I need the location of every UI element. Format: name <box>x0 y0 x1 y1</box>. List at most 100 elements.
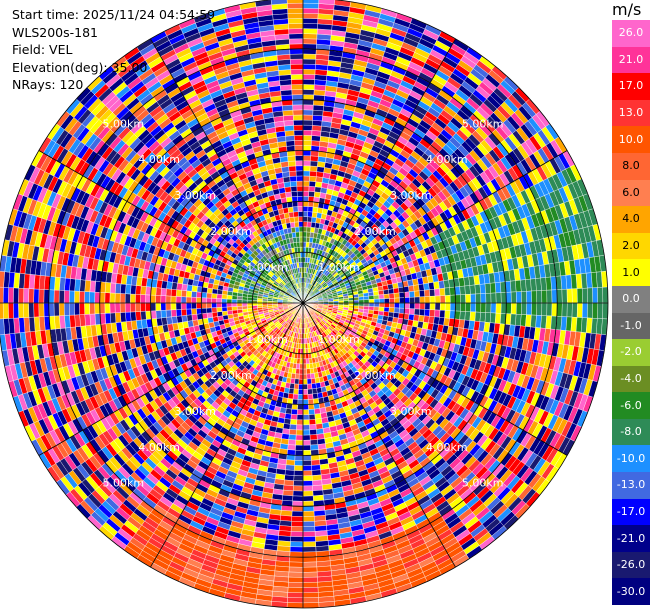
velocity-gate <box>480 302 487 313</box>
velocity-gate <box>302 455 312 461</box>
velocity-gate <box>353 299 360 304</box>
velocity-gate <box>302 145 312 151</box>
velocity-gate <box>510 291 517 304</box>
velocity-gate <box>302 536 316 543</box>
velocity-gate <box>484 283 491 294</box>
velocity-gate <box>296 414 304 421</box>
velocity-gate <box>289 546 304 553</box>
velocity-gate <box>302 546 317 553</box>
velocity-gate <box>308 196 315 203</box>
velocity-gate <box>284 469 295 476</box>
velocity-gate <box>302 561 317 568</box>
velocity-gate <box>302 429 311 436</box>
velocity-gate <box>409 308 415 315</box>
velocity-gate <box>413 314 420 322</box>
velocity-gate <box>388 293 395 299</box>
velocity-gate <box>302 2 319 9</box>
velocity-gate <box>302 13 319 19</box>
velocity-gate <box>384 298 390 304</box>
velocity-gate <box>305 353 309 359</box>
velocity-gate <box>294 455 304 461</box>
velocity-gate <box>429 302 436 311</box>
velocity-gate <box>282 494 294 502</box>
velocity-gate <box>290 526 304 532</box>
velocity-gate <box>602 286 609 304</box>
velocity-gate <box>338 298 344 302</box>
velocity-gate <box>310 378 316 385</box>
velocity-gate <box>299 368 304 375</box>
velocity-gate <box>388 307 395 313</box>
velocity-gate <box>541 302 548 316</box>
velocity-gate <box>302 196 309 202</box>
velocity-gate <box>592 287 598 304</box>
velocity-gate <box>309 368 315 374</box>
velocity-gate <box>439 310 446 319</box>
velocity-gate <box>597 287 604 304</box>
velocity-gate <box>546 289 553 304</box>
velocity-gate <box>311 125 322 132</box>
velocity-gate <box>302 404 309 410</box>
velocity-gate <box>283 484 294 491</box>
velocity-gate <box>285 464 295 471</box>
velocity-gate <box>302 165 311 172</box>
velocity-gate <box>363 295 370 300</box>
velocity-gate <box>469 311 476 322</box>
velocity-gate <box>368 295 375 300</box>
velocity-gate <box>308 414 316 420</box>
velocity-gate <box>388 288 395 295</box>
velocity-gate <box>419 302 426 310</box>
velocity-gate <box>293 475 304 482</box>
velocity-gate <box>302 185 310 192</box>
velocity-gate <box>308 419 316 425</box>
velocity-gate <box>289 551 304 558</box>
velocity-gate <box>484 312 491 323</box>
velocity-gate <box>297 404 304 410</box>
velocity-gate <box>424 289 431 297</box>
velocity-gate <box>444 302 451 311</box>
velocity-gate <box>302 566 318 573</box>
velocity-gate <box>292 490 304 497</box>
velocity-gate <box>312 494 324 502</box>
velocity-gate <box>292 398 299 405</box>
velocity-gate <box>566 302 573 318</box>
velocity-gate <box>299 358 304 365</box>
velocity-gate <box>389 302 395 308</box>
velocity-gate <box>368 299 375 304</box>
velocity-gate <box>307 388 313 395</box>
velocity-gate <box>307 398 314 405</box>
velocity-gate <box>302 424 310 431</box>
velocity-gate <box>516 302 522 315</box>
velocity-gate <box>475 302 482 313</box>
velocity-gate <box>302 231 307 238</box>
velocity-gate <box>311 135 321 142</box>
velocity-gate <box>289 429 297 436</box>
velocity-gate <box>399 302 405 309</box>
velocity-gate <box>302 124 313 131</box>
velocity-gate <box>398 292 405 299</box>
velocity-gate <box>302 394 309 400</box>
velocity-gate <box>531 302 537 316</box>
velocity-gate <box>429 295 436 304</box>
velocity-gate <box>302 170 311 177</box>
velocity-gate <box>302 94 315 101</box>
velocity-gate <box>403 308 410 315</box>
velocity-gate <box>307 211 313 218</box>
velocity-gate <box>296 424 304 431</box>
velocity-gate <box>302 201 309 207</box>
velocity-gate <box>283 479 294 486</box>
velocity-gate <box>302 541 316 548</box>
velocity-gate <box>294 460 304 466</box>
velocity-gate <box>302 191 310 197</box>
velocity-gate <box>291 409 298 415</box>
velocity-gate <box>302 38 317 45</box>
velocity-gate <box>302 63 316 70</box>
velocity-gate <box>302 587 319 593</box>
velocity-gate <box>464 285 471 295</box>
velocity-gate <box>302 28 318 35</box>
velocity-gate <box>293 383 299 390</box>
velocity-gate <box>302 378 308 385</box>
velocity-gate <box>290 536 304 543</box>
velocity-gate <box>298 373 304 380</box>
velocity-gate <box>302 48 317 55</box>
